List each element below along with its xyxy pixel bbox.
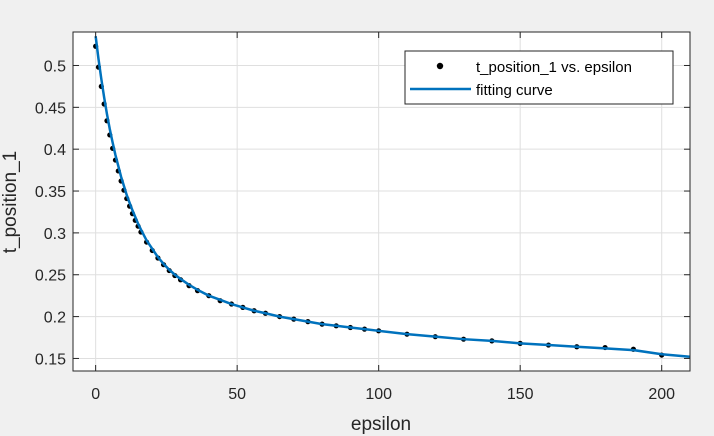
legend[interactable]: t_position_1 vs. epsilon fitting curve	[404, 50, 674, 105]
x-tick-label: 200	[648, 386, 675, 403]
y-tick-label: 0.2	[44, 310, 66, 327]
y-tick-label: 0.15	[35, 351, 66, 368]
ticks	[73, 32, 690, 371]
y-tick-label: 0.25	[35, 268, 66, 285]
y-axis-label: t_position_1	[0, 151, 21, 253]
y-tick-label: 0.5	[44, 58, 66, 75]
fitting-curve-line	[94, 36, 690, 359]
legend-marker-icon	[436, 62, 444, 70]
x-tick-label: 0	[91, 386, 100, 403]
x-tick-label: 150	[507, 386, 534, 403]
plot-area	[93, 36, 690, 359]
y-tick-label: 0.4	[44, 142, 66, 159]
y-tick-label: 0.3	[44, 226, 66, 243]
axes-box	[72, 31, 691, 372]
x-tick-label: 100	[365, 386, 392, 403]
y-tick-label: 0.35	[35, 184, 66, 201]
legend-label-fit: fitting curve	[476, 82, 553, 99]
x-axis-label: epsilon	[351, 414, 411, 435]
y-tick-label: 0.45	[35, 100, 66, 117]
x-tick-label: 50	[228, 386, 246, 403]
legend-box	[404, 50, 674, 105]
tick-labels: 0 50 100 150 200 0.15 0.2 0.25 0.3 0.35 0.4 0.45 0.5	[35, 58, 675, 403]
legend-label-markers: t_position_1 vs. epsilon	[476, 59, 632, 76]
